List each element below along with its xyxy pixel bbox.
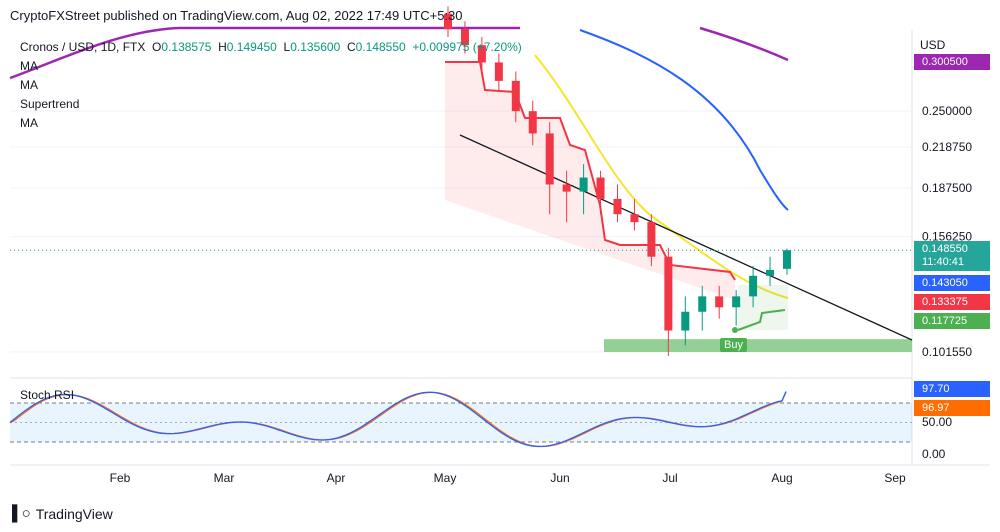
close-label: C [346, 40, 356, 54]
supertrend-green-line [737, 309, 786, 331]
candle-body-8 [579, 177, 588, 192]
candle-body-10 [613, 198, 622, 215]
time-tick-feb: Feb [110, 471, 131, 485]
indicator-ma-3[interactable]: MA [20, 116, 38, 130]
high-value: 0.149450 [226, 40, 277, 54]
price-tick-2: 0.218750 [922, 140, 972, 154]
countdown-timer: 11:40:41 [922, 256, 965, 268]
descending-trendline [459, 134, 913, 341]
open-value: 0.138575 [161, 40, 212, 54]
candle-body-19 [766, 269, 775, 276]
low-label: L [283, 40, 291, 54]
time-tick-jun: Jun [550, 471, 569, 485]
candle-body-4 [511, 80, 520, 112]
supertrend-green-fill [738, 285, 788, 330]
candle-body-5 [528, 111, 537, 134]
time-tick-mar: Mar [214, 471, 235, 485]
publish-header: CryptoFXStreet published on TradingView.… [10, 8, 463, 23]
candle-body-11 [630, 214, 639, 223]
candle-body-15 [698, 296, 707, 312]
candle-body-7 [562, 184, 571, 192]
chart-legend: Cronos / USD, 1D, FTX O0.138575 H0.14945… [20, 38, 522, 133]
candle-body-18 [749, 275, 758, 297]
price-tick-4: 0.156250 [922, 230, 972, 244]
stoch-d-tag: 96.97 [914, 400, 990, 416]
price-tick-3: 0.187500 [922, 181, 972, 195]
candle-body-17 [732, 296, 741, 308]
candle-body-0 [444, 13, 452, 30]
close-price-tag: 0.148550 11:40:41 [914, 241, 990, 271]
candle-body-6 [545, 133, 554, 185]
time-tick-aug: Aug [771, 471, 792, 485]
indicator-supertrend[interactable]: Supertrend [20, 97, 80, 111]
time-tick-apr: Apr [327, 471, 346, 485]
supertrend-buy-label: Buy [720, 338, 747, 352]
high-label: H [218, 40, 227, 54]
close-value: 0.148550 [355, 40, 406, 54]
price-tick-6: 0.101550 [922, 345, 972, 359]
open-label: O [152, 40, 162, 54]
ma-purple-line [9, 26, 789, 80]
time-tick-may: May [434, 471, 457, 485]
change-value: +0.009975 (+7.20%) [412, 40, 522, 54]
candle-body-3 [494, 62, 503, 81]
time-tick-jul: Jul [662, 471, 677, 485]
supertrend-red-fill [445, 62, 735, 300]
ma-purple-tag: 0.300500 [914, 54, 990, 70]
ohlc-row: Cronos / USD, 1D, FTX O0.138575 H0.14945… [20, 38, 522, 57]
indicator-ma-1[interactable]: MA [20, 59, 38, 73]
ma-green-tag: 0.117725 [914, 313, 990, 329]
tradingview-logo-icon[interactable]: ▌○ [12, 505, 31, 522]
stoch-k-line [9, 391, 787, 448]
footer-brand[interactable]: TradingView [35, 505, 113, 522]
time-tick-sep: Sep [884, 471, 906, 485]
currency-label: USD [920, 38, 946, 52]
ma-blue-tag: 0.143050 [914, 275, 990, 291]
footer: ▌○ TradingView [12, 505, 113, 522]
candle-body-14 [681, 311, 690, 331]
candle-body-13 [664, 256, 673, 331]
ma-blue-line [579, 29, 789, 211]
price-tick-1: 0.250000 [922, 104, 972, 118]
close-price: 0.148550 [922, 243, 968, 255]
candle-body-12 [647, 222, 656, 257]
candle-body-20 [783, 250, 791, 269]
candle-body-16 [715, 296, 724, 308]
candle-body-1 [460, 29, 469, 46]
supertrend-tag: 0.133375 [914, 294, 990, 310]
candle-body-2 [477, 45, 486, 63]
support-zone [604, 339, 912, 352]
stoch-k-tag: 97.70 [914, 381, 990, 397]
stoch-rsi-label[interactable]: Stoch RSI [20, 388, 75, 402]
candle-body-9 [596, 177, 605, 199]
indicator-ma-2[interactable]: MA [20, 78, 38, 92]
stoch-axis-50: 50.00 [922, 415, 953, 429]
ma-yellow-line [534, 54, 789, 299]
low-value: 0.135600 [290, 40, 341, 54]
symbol-label[interactable]: Cronos / USD, 1D, FTX [20, 40, 146, 54]
buy-signal-dot [732, 327, 738, 333]
stoch-axis-0: 0.00 [922, 447, 946, 461]
